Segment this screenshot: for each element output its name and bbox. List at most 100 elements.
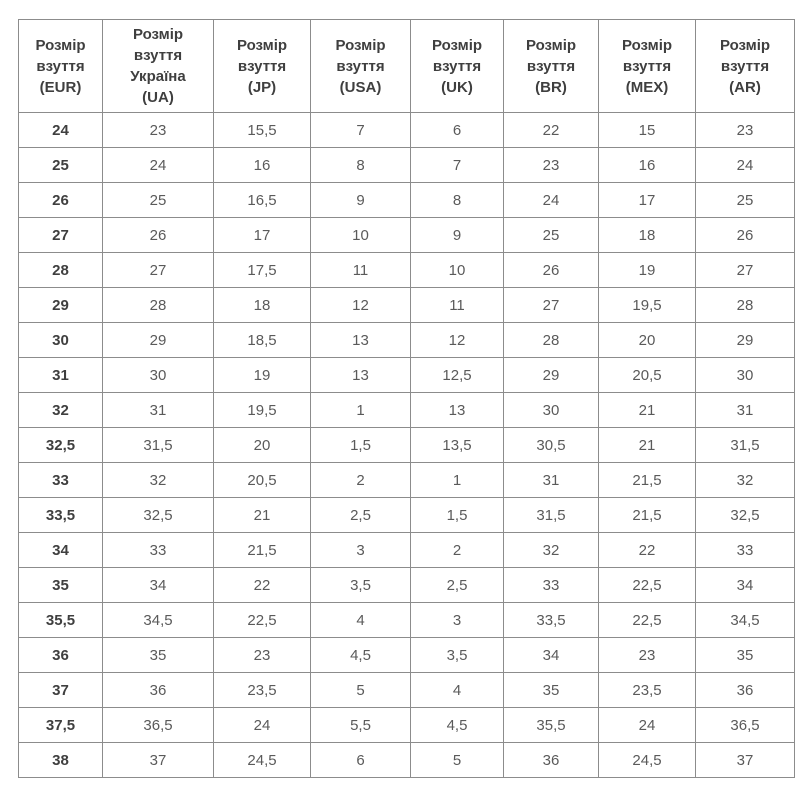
size-cell: 20,5 (598, 357, 696, 393)
size-cell: 10 (410, 252, 504, 288)
header-size-ua: Розмір взуття Україна (UA) (102, 19, 214, 113)
size-cell: 31,5 (102, 427, 214, 463)
table-row: 37,5 36,5 24 5,5 4,5 35,5 24 36,5 (18, 707, 795, 743)
header-size-uk: Розмір взуття (UK) (410, 19, 504, 113)
size-cell: 8 (410, 182, 504, 218)
size-cell: 27 (503, 287, 599, 323)
size-cell: 13,5 (410, 427, 504, 463)
header-size-eur: Розмір взуття (EUR) (18, 19, 103, 113)
table-row: 27 26 17 10 9 25 18 26 (18, 217, 795, 253)
size-cell: 24,5 (213, 742, 311, 778)
size-cell: 4,5 (410, 707, 504, 743)
size-cell: 22,5 (213, 602, 311, 638)
size-cell: 33 (102, 532, 214, 568)
size-cell: 26 (503, 252, 599, 288)
eur-size-cell: 32,5 (18, 427, 103, 463)
eur-size-cell: 27 (18, 217, 103, 253)
size-cell: 23,5 (598, 672, 696, 708)
size-cell: 24,5 (598, 742, 696, 778)
size-cell: 31 (503, 462, 599, 498)
size-cell: 28 (102, 287, 214, 323)
size-cell: 1 (310, 392, 411, 428)
size-cell: 16,5 (213, 182, 311, 218)
eur-size-cell: 38 (18, 742, 103, 778)
size-cell: 36 (695, 672, 795, 708)
header-size-usa: Розмір взуття (USA) (310, 19, 411, 113)
size-cell: 23,5 (213, 672, 311, 708)
size-cell: 22 (213, 567, 311, 603)
size-cell: 3 (410, 602, 504, 638)
eur-size-cell: 33,5 (18, 497, 103, 533)
size-cell: 33 (695, 532, 795, 568)
size-cell: 21,5 (598, 497, 696, 533)
size-cell: 31,5 (503, 497, 599, 533)
size-cell: 35,5 (503, 707, 599, 743)
table-row: 24 23 15,5 7 6 22 15 23 (18, 112, 795, 148)
size-cell: 24 (503, 182, 599, 218)
size-cell: 5 (310, 672, 411, 708)
size-cell: 12,5 (410, 357, 504, 393)
size-cell: 16 (213, 147, 311, 183)
eur-size-cell: 31 (18, 357, 103, 393)
size-cell: 3 (310, 532, 411, 568)
eur-size-cell: 35,5 (18, 602, 103, 638)
size-cell: 23 (598, 637, 696, 673)
size-cell: 32,5 (102, 497, 214, 533)
size-cell: 23 (213, 637, 311, 673)
size-cell: 19 (598, 252, 696, 288)
size-cell: 22,5 (598, 602, 696, 638)
eur-size-cell: 36 (18, 637, 103, 673)
size-cell: 23 (503, 147, 599, 183)
size-cell: 24 (213, 707, 311, 743)
table-row: 30 29 18,5 13 12 28 20 29 (18, 322, 795, 358)
size-cell: 26 (102, 217, 214, 253)
size-cell: 11 (310, 252, 411, 288)
size-cell: 21 (598, 427, 696, 463)
table-row: 35 34 22 3,5 2,5 33 22,5 34 (18, 567, 795, 603)
size-cell: 31 (102, 392, 214, 428)
size-cell: 15,5 (213, 112, 311, 148)
table-row: 29 28 18 12 11 27 19,5 28 (18, 287, 795, 323)
eur-size-cell: 30 (18, 322, 103, 358)
size-cell: 13 (310, 357, 411, 393)
size-cell: 32 (102, 462, 214, 498)
size-cell: 24 (102, 147, 214, 183)
size-cell: 2,5 (310, 497, 411, 533)
size-cell: 1 (410, 462, 504, 498)
size-cell: 26 (695, 217, 795, 253)
size-cell: 25 (102, 182, 214, 218)
size-cell: 13 (410, 392, 504, 428)
size-cell: 32 (503, 532, 599, 568)
table-row: 32,5 31,5 20 1,5 13,5 30,5 21 31,5 (18, 427, 795, 463)
table-row: 35,5 34,5 22,5 4 3 33,5 22,5 34,5 (18, 602, 795, 638)
table-container: Розмір взуття (EUR) Розмір взуття Україн… (18, 19, 795, 778)
size-cell: 21,5 (598, 462, 696, 498)
size-cell: 27 (695, 252, 795, 288)
size-cell: 20 (213, 427, 311, 463)
size-cell: 34 (102, 567, 214, 603)
size-cell: 29 (102, 322, 214, 358)
size-cell: 18 (598, 217, 696, 253)
eur-size-cell: 33 (18, 462, 103, 498)
size-cell: 10 (310, 217, 411, 253)
size-cell: 16 (598, 147, 696, 183)
size-cell: 9 (310, 182, 411, 218)
size-cell: 36 (503, 742, 599, 778)
size-cell: 2 (310, 462, 411, 498)
size-cell: 21,5 (213, 532, 311, 568)
size-cell: 36,5 (695, 707, 795, 743)
size-cell: 12 (310, 287, 411, 323)
size-cell: 24 (695, 147, 795, 183)
size-cell: 37 (102, 742, 214, 778)
header-row: Розмір взуття (EUR) Розмір взуття Україн… (18, 19, 795, 113)
size-cell: 15 (598, 112, 696, 148)
eur-size-cell: 34 (18, 532, 103, 568)
size-cell: 25 (695, 182, 795, 218)
size-cell: 17,5 (213, 252, 311, 288)
size-cell: 31 (695, 392, 795, 428)
header-size-ar: Розмір взуття (AR) (695, 19, 795, 113)
size-cell: 25 (503, 217, 599, 253)
size-cell: 17 (598, 182, 696, 218)
table-row: 25 24 16 8 7 23 16 24 (18, 147, 795, 183)
size-cell: 11 (410, 287, 504, 323)
